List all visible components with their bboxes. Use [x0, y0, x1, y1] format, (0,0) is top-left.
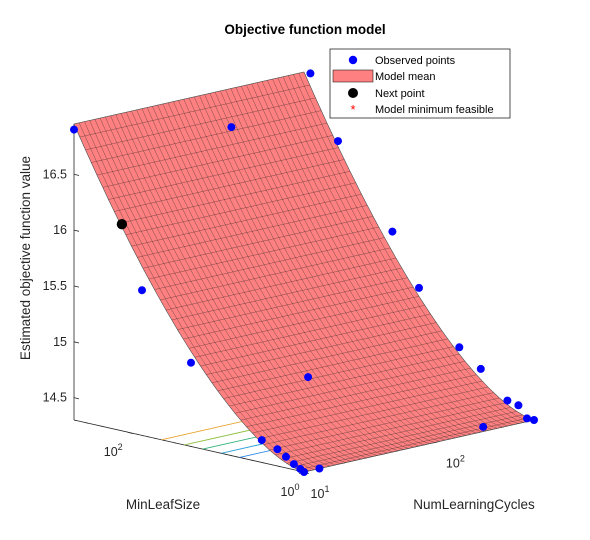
- z-tick-mark: [73, 397, 80, 400]
- x-minor-tick: [277, 465, 281, 468]
- observed-point: [315, 464, 324, 473]
- x-minor-tick: [84, 422, 89, 424]
- x-minor-tick: [146, 436, 150, 438]
- x-minor-tick: [219, 452, 223, 455]
- x-minor-tick: [173, 442, 177, 444]
- x-minor-tick: [153, 437, 157, 440]
- observed-point: [479, 422, 488, 431]
- observed-point: [514, 401, 523, 410]
- legend-asterisk-marker: *: [350, 102, 355, 117]
- x-minor-tick: [73, 419, 78, 422]
- x-minor-tick: [224, 453, 228, 456]
- z-tick-mark: [73, 285, 80, 288]
- x-minor-tick: [140, 434, 144, 437]
- z-tick-label: 15.5: [43, 279, 67, 293]
- z-tick-label: 15: [53, 335, 67, 349]
- observed-point: [388, 227, 397, 236]
- observed-point: [227, 123, 236, 132]
- x-minor-tick: [229, 454, 233, 457]
- observed-point: [138, 286, 146, 295]
- observed-point: [304, 373, 313, 382]
- y-axis-label: NumLearningCycles: [413, 497, 535, 512]
- y-tick-label: 102: [446, 453, 465, 470]
- z-tick-mark: [73, 173, 80, 176]
- observed-point: [70, 125, 78, 134]
- x-minor-tick: [242, 457, 246, 460]
- surface-outline: [73, 71, 536, 473]
- z-tick-mark: [73, 229, 80, 232]
- x-minor-tick: [162, 439, 166, 442]
- observed-point: [530, 416, 538, 424]
- next-point: [116, 219, 128, 230]
- y-tick-label: 101: [311, 484, 330, 501]
- x-minor-tick: [100, 425, 104, 428]
- x-minor-tick: [135, 433, 139, 436]
- observed-point: [523, 414, 531, 423]
- observed-point: [306, 69, 315, 78]
- observed-point: [273, 445, 282, 454]
- legend-observed-marker: [348, 55, 358, 65]
- observed-point: [334, 137, 342, 146]
- z-tick-mark: [73, 341, 80, 344]
- z-axis-label: Estimated objective function value: [18, 156, 33, 360]
- legend-box: [329, 48, 511, 119]
- x-minor-tick: [261, 462, 265, 464]
- x-minor-tick: [235, 456, 239, 458]
- legend-observed-label: Observed points: [375, 55, 456, 67]
- x-tick-label: 102: [104, 442, 123, 459]
- observed-point: [257, 436, 266, 445]
- legend-model-mean-patch: [332, 69, 374, 83]
- z-tick-labels: 14.5 15 15.5 16 16.5: [43, 167, 67, 404]
- observed-point: [187, 358, 195, 367]
- y-tick-labels: 101 102: [311, 453, 465, 501]
- z-tick-label: 16.5: [43, 167, 67, 181]
- legend-min-feasible-label: Model minimum feasible: [375, 104, 494, 116]
- points-layer: [70, 69, 538, 476]
- observed-point: [300, 468, 308, 476]
- z-tick-label: 14.5: [43, 391, 67, 405]
- legend-next-point-marker: [348, 88, 358, 98]
- observed-point: [415, 283, 423, 292]
- x-minor-tick: [131, 432, 135, 435]
- surface-mesh: [73, 71, 536, 473]
- observed-point: [476, 364, 485, 373]
- legend-next-point-label: Next point: [375, 88, 425, 100]
- legend: Observed points Model mean Next point * …: [329, 48, 511, 119]
- x-minor-tick: [188, 445, 193, 448]
- observed-point: [289, 460, 298, 469]
- observed-point: [282, 452, 290, 461]
- x-tick-label: 100: [281, 482, 300, 499]
- z-tick-label: 16: [53, 223, 67, 237]
- x-axis-label: MinLeafSize: [126, 497, 200, 512]
- observed-point: [455, 343, 464, 352]
- x-minor-tick: [250, 459, 254, 462]
- chart-title: Objective function model: [224, 22, 385, 37]
- observed-point: [503, 396, 512, 405]
- x-tick-labels: 100 102: [104, 442, 300, 499]
- legend-model-mean-label: Model mean: [375, 71, 436, 83]
